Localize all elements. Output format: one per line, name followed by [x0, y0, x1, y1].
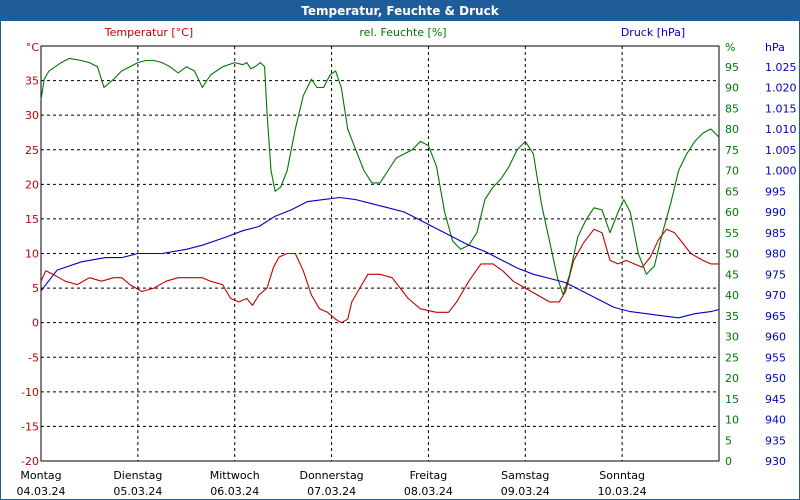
- temp-tick-label: -5: [28, 351, 39, 364]
- hum-tick-label: 40: [725, 289, 739, 302]
- temp-axis-unit: °C: [26, 41, 40, 54]
- temp-tick-label: 20: [25, 178, 39, 191]
- hum-tick-label: 50: [725, 248, 739, 261]
- press-tick-label: 1.005: [765, 144, 797, 157]
- hum-tick-label: 35: [725, 310, 739, 323]
- hum-tick-label: 70: [725, 165, 739, 178]
- temp-tick-label: 0: [32, 317, 39, 330]
- press-tick-label: 1.010: [765, 123, 797, 136]
- press-tick-label: 1.015: [765, 102, 797, 115]
- temp-tick-label: 35: [25, 75, 39, 88]
- press-tick-label: 930: [765, 455, 786, 468]
- hum-tick-label: 95: [725, 61, 739, 74]
- press-tick-label: 965: [765, 310, 786, 323]
- hum-axis-title: rel. Feuchte [%]: [359, 26, 446, 39]
- hum-tick-label: 0: [725, 455, 732, 468]
- series-layer: [40, 57, 720, 324]
- day-label: Samstag: [501, 469, 549, 482]
- press-tick-label: 975: [765, 268, 786, 281]
- axes: °C Temperatur [°C] rel. Feuchte [%] Druc…: [17, 26, 797, 498]
- chart-title: Temperatur, Feuchte & Druck: [1, 1, 799, 21]
- hum-tick-label: 75: [725, 144, 739, 157]
- press-tick-label: 995: [765, 185, 786, 198]
- hum-tick-label: 20: [725, 372, 739, 385]
- day-label: Montag: [20, 469, 61, 482]
- hum-tick-label: 55: [725, 227, 739, 240]
- hum-tick-label: 25: [725, 351, 739, 364]
- day-label: Sonntag: [599, 469, 645, 482]
- press-tick-label: 980: [765, 248, 786, 261]
- press-tick-label: 950: [765, 372, 786, 385]
- date-label: 07.03.24: [307, 485, 356, 498]
- press-tick-label: 985: [765, 227, 786, 240]
- date-label: 09.03.24: [501, 485, 550, 498]
- temp-tick-label: 30: [25, 109, 39, 122]
- temperature-series-line: [40, 228, 719, 324]
- temp-tick-label: 25: [25, 144, 39, 157]
- temp-tick-label: 10: [25, 248, 39, 261]
- date-label: 06.03.24: [210, 485, 259, 498]
- temp-axis-title: Temperatur [°C]: [104, 26, 193, 39]
- temp-tick-label: -15: [21, 420, 39, 433]
- day-label: Mittwoch: [210, 469, 260, 482]
- temp-tick-label: 15: [25, 213, 39, 226]
- hum-tick-label: 5: [725, 434, 732, 447]
- grid: [40, 45, 720, 462]
- press-tick-label: 1.020: [765, 82, 797, 95]
- hum-tick-label: 10: [725, 414, 739, 427]
- date-label: 05.03.24: [113, 485, 162, 498]
- press-tick-label: 990: [765, 206, 786, 219]
- hum-tick-label: 15: [725, 393, 739, 406]
- day-label: Dienstag: [113, 469, 162, 482]
- date-label: 04.03.24: [17, 485, 66, 498]
- press-tick-label: 1.025: [765, 61, 797, 74]
- hum-tick-label: 85: [725, 102, 739, 115]
- press-axis-title: Druck [hPa]: [621, 26, 685, 39]
- press-tick-label: 945: [765, 393, 786, 406]
- day-label: Donnerstag: [299, 469, 363, 482]
- press-tick-label: 935: [765, 434, 786, 447]
- hum-tick-label: 45: [725, 268, 739, 281]
- date-label: 10.03.24: [598, 485, 647, 498]
- humidity-series-line: [40, 57, 720, 296]
- press-axis-unit: hPa: [765, 41, 785, 54]
- press-tick-label: 960: [765, 331, 786, 344]
- hum-tick-label: 60: [725, 206, 739, 219]
- day-label: Freitag: [410, 469, 448, 482]
- date-label: 08.03.24: [404, 485, 453, 498]
- hum-tick-label: 65: [725, 185, 739, 198]
- hum-axis-unit: %: [725, 41, 735, 54]
- pressure-series-line: [40, 196, 720, 319]
- temp-tick-label: -20: [21, 455, 39, 468]
- hum-tick-label: 30: [725, 331, 739, 344]
- press-tick-label: 1.000: [765, 165, 797, 178]
- press-tick-label: 955: [765, 351, 786, 364]
- temp-tick-label: 5: [32, 282, 39, 295]
- press-tick-label: 970: [765, 289, 786, 302]
- hum-tick-label: 90: [725, 82, 739, 95]
- press-tick-label: 940: [765, 414, 786, 427]
- hum-tick-label: 80: [725, 123, 739, 136]
- temp-tick-label: -10: [21, 386, 39, 399]
